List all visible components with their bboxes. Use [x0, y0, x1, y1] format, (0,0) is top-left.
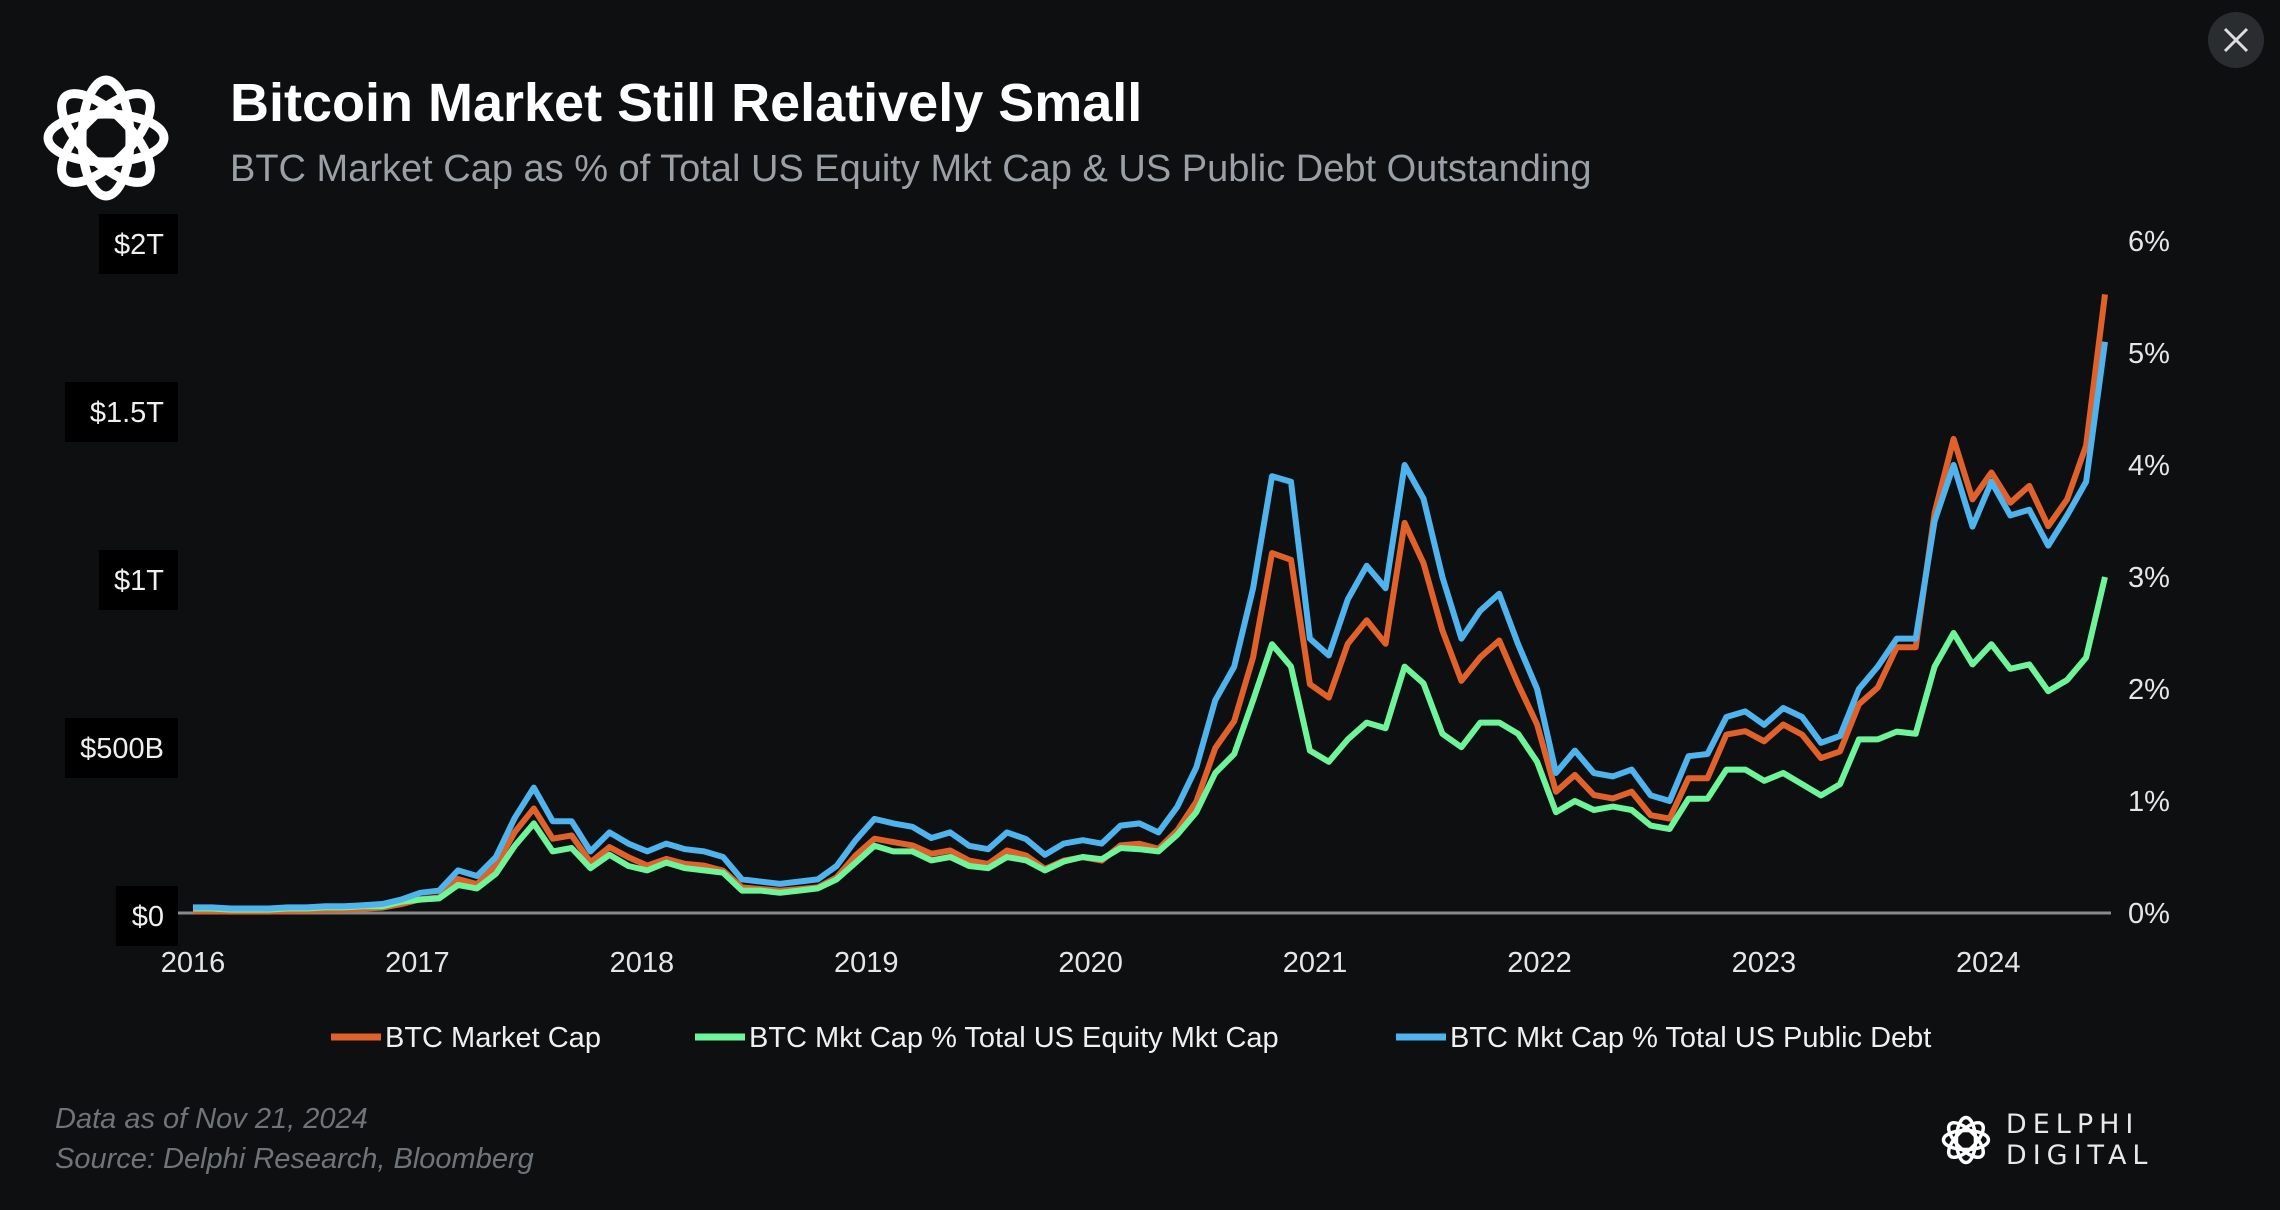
- y-left-tick-label: $500B: [80, 733, 164, 765]
- close-button[interactable]: [2208, 12, 2264, 68]
- y-left-tick-box: [99, 214, 178, 274]
- y-left-tick-box: [116, 886, 178, 946]
- y-right-tick-label: 4%: [2128, 450, 2170, 482]
- close-icon: [2223, 27, 2249, 53]
- chart-title: Bitcoin Market Still Relatively Small: [230, 73, 1143, 133]
- y-left-tick-box: [99, 550, 178, 610]
- x-tick-label: 2016: [161, 947, 226, 979]
- legend-item: BTC Market Cap: [331, 1022, 601, 1054]
- series-line-3: [193, 341, 2108, 912]
- legend-item: BTC Mkt Cap % Total US Equity Mkt Cap: [695, 1022, 1279, 1054]
- series-line-1: [193, 294, 2108, 915]
- y-right-tick-label: 2%: [2128, 674, 2170, 706]
- x-tick-label: 2021: [1283, 947, 1348, 979]
- y-left-tick-label: $2T: [114, 229, 164, 261]
- x-tick-label: 2017: [385, 947, 450, 979]
- delphi-logo-icon: [43, 75, 169, 201]
- y-left-tick-label: $0: [132, 901, 164, 933]
- x-tick-label: 2022: [1507, 947, 1572, 979]
- y-left-tick-box: [65, 718, 178, 778]
- y-left-tick-label: $1.5T: [90, 397, 164, 429]
- x-tick-label: 2019: [834, 947, 899, 979]
- x-tick-label: 2023: [1732, 947, 1797, 979]
- source-note: Source: Delphi Research, Bloomberg: [55, 1143, 534, 1175]
- brand-mark: DELPHI DIGITAL: [1940, 1109, 2280, 1171]
- y-right-tick-label: 0%: [2128, 898, 2170, 930]
- x-tick-label: 2020: [1058, 947, 1123, 979]
- x-tick-label: 2018: [610, 947, 675, 979]
- y-right-tick-label: 6%: [2128, 226, 2170, 258]
- legend-item: BTC Mkt Cap % Total US Public Debt: [1396, 1022, 1931, 1054]
- delphi-brand-icon: [1941, 1115, 1991, 1165]
- brand-name: DELPHI DIGITAL: [2005, 1109, 2154, 1171]
- y-right-tick-label: 1%: [2128, 786, 2170, 818]
- y-left-tick-box: [65, 382, 178, 442]
- x-tick-label: 2024: [1956, 947, 2021, 979]
- legend-label: BTC Market Cap: [385, 1022, 601, 1054]
- series-line-2: [193, 576, 2108, 913]
- y-left-tick-label: $1T: [114, 565, 164, 597]
- y-right-tick-label: 5%: [2128, 338, 2170, 370]
- data-date-note: Data as of Nov 21, 2024: [55, 1103, 368, 1135]
- chart-subtitle: BTC Market Cap as % of Total US Equity M…: [230, 148, 1592, 190]
- legend-label: BTC Mkt Cap % Total US Public Debt: [1450, 1022, 1931, 1054]
- legend-label: BTC Mkt Cap % Total US Equity Mkt Cap: [749, 1022, 1279, 1054]
- y-right-tick-label: 3%: [2128, 562, 2170, 594]
